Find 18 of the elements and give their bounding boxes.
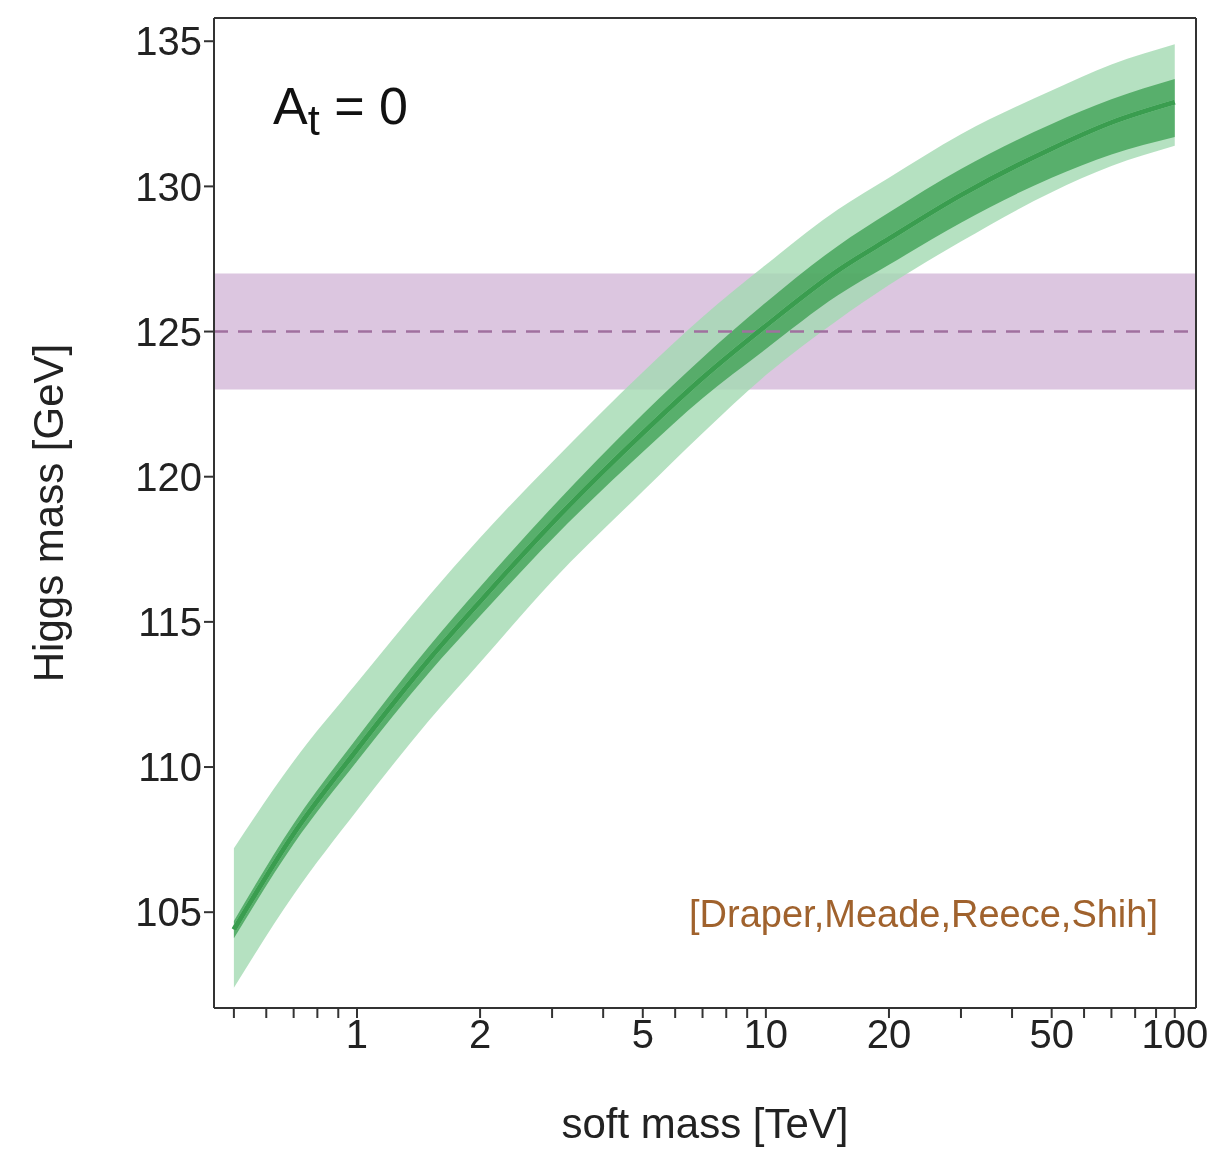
x-tick-label: 10 — [743, 1012, 789, 1057]
x-tick-label: 1 — [345, 1012, 369, 1057]
y-tick-label: 115 — [138, 600, 202, 645]
x-tick-label: 2 — [468, 1012, 492, 1057]
y-tick-label: 135 — [135, 19, 202, 64]
x-tick-label: 100 — [1141, 1012, 1209, 1057]
x-tick-label: 50 — [1029, 1012, 1074, 1057]
y-tick-label: 130 — [135, 164, 202, 209]
x-tick-label: 5 — [631, 1012, 654, 1057]
y-tick-label: 125 — [135, 309, 202, 354]
y-tick-label: 110 — [138, 745, 202, 790]
y-axis-title: Higgs mass [GeV] — [24, 343, 72, 683]
annotation: A$_{t}$ = 0 — [273, 76, 408, 146]
x-axis-title: soft mass [TeV] — [561, 1100, 849, 1147]
y-tick-label: 120 — [135, 454, 202, 499]
x-tick-label: 20 — [866, 1012, 912, 1057]
annotation: [Draper,Meade,Reece,Shih] — [689, 893, 1158, 936]
y-tick-label: 105 — [135, 890, 202, 935]
